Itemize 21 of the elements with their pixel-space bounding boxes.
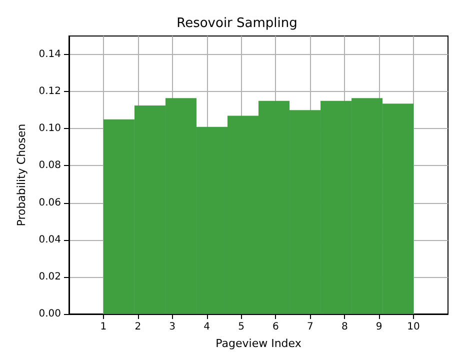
x-tick-label: 8 (341, 322, 348, 332)
x-tick-label: 10 (407, 322, 420, 332)
y-tick-label: 0.10 (38, 123, 61, 134)
x-tick-label: 2 (134, 322, 142, 332)
y-tick-label: 0.00 (38, 308, 61, 320)
x-tick-label: 9 (376, 322, 382, 332)
y-tick-label: 0.04 (38, 234, 61, 246)
y-tick-label: 0.02 (38, 271, 61, 282)
x-tick-label: 7 (306, 322, 314, 332)
x-tick-label: 1 (100, 322, 107, 332)
x-tick-label: 6 (272, 322, 279, 332)
x-tick-label: 4 (204, 322, 210, 332)
y-axis-title: Probability Chosen (15, 124, 28, 226)
x-tick-label: 5 (238, 322, 244, 332)
x-tick-label: 3 (169, 322, 176, 332)
x-axis-title: Pageview Index (216, 337, 302, 350)
y-tick-label: 0.08 (38, 160, 61, 172)
y-tick-label: 0.14 (38, 49, 61, 60)
chart-title: Resovoir Sampling (176, 16, 298, 31)
y-tick-label: 0.06 (38, 197, 61, 208)
y-tick-label: 0.12 (38, 86, 61, 98)
